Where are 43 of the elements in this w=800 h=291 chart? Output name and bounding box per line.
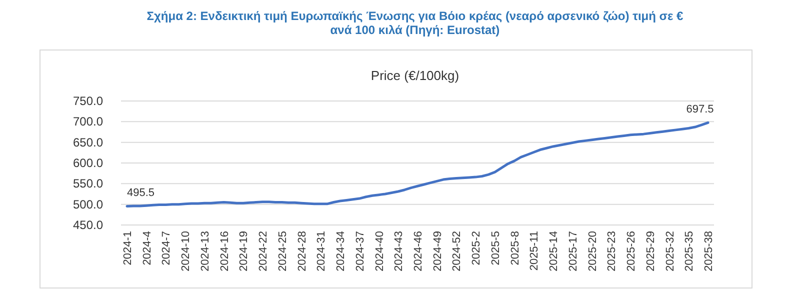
x-tick-label: 2025-32 — [664, 231, 676, 272]
x-tick-label: 2024-13 — [199, 231, 212, 272]
x-tick-label: 2024-34 — [335, 231, 348, 272]
x-tick-label: 2024-19 — [238, 231, 250, 272]
x-tick-label: 2024-49 — [432, 231, 444, 272]
x-tick-label: 2024-43 — [393, 231, 406, 272]
x-tick-label: 2024-10 — [180, 231, 192, 272]
x-tick-label: 2024-4 — [141, 231, 154, 266]
x-tick-label: 2024-7 — [160, 231, 173, 266]
x-tick-label: 2025-14 — [548, 231, 560, 272]
x-tick-label: 2025-17 — [567, 231, 580, 272]
data-label: 697.5 — [686, 104, 714, 116]
y-tick-label: 500.0 — [72, 197, 104, 212]
line-series — [126, 121, 710, 208]
x-tick-label: 2025-38 — [703, 231, 715, 272]
x-tick-label: 2025-20 — [586, 231, 599, 272]
data-label: 495.5 — [127, 187, 155, 200]
x-tick-label: 2025-5 — [490, 231, 502, 266]
y-tick-label: 650.0 — [72, 135, 104, 150]
x-tick-label: 2025-2 — [470, 231, 483, 266]
x-tick-label: 2025-26 — [626, 231, 638, 272]
chart-subtitle: Price (€/100kg) — [370, 68, 460, 83]
x-tick-label: 2024-52 — [451, 231, 464, 272]
x-tick-label: 2024-37 — [354, 231, 366, 272]
x-tick-label: 2024-46 — [412, 231, 424, 272]
x-tick-label: 2025-8 — [509, 231, 522, 266]
x-tick-label: 2024-1 — [122, 231, 134, 266]
x-tick-label: 2024-16 — [218, 231, 231, 272]
x-tick-label: 2024-22 — [258, 231, 270, 272]
y-tick-label: 450.0 — [72, 218, 104, 232]
x-tick-label: 2025-35 — [684, 231, 696, 272]
x-tick-label: 2024-25 — [276, 231, 289, 272]
x-tick-label: 2024-28 — [296, 231, 308, 272]
x-tick-label: 2025-29 — [644, 231, 657, 272]
y-tick-label: 600.0 — [72, 156, 104, 170]
y-tick-label: 750.0 — [72, 94, 104, 108]
x-tick-label: 2024-40 — [374, 231, 386, 272]
chart-title: Σχήμα 2: Ενδεικτική τιμή Ευρωπαϊκής Ένωσης για Βόιο κρέας (νεαρό αρσενικό ζώο) τιμή σε € ανά 100 κιλά (Πηγή: Eurostat) — [146, 9, 684, 37]
x-tick-label: 2025-11 — [528, 231, 541, 271]
x-tick-label: 2025-23 — [606, 231, 618, 272]
y-tick-label: 700.0 — [72, 114, 104, 129]
x-tick-label: 2024-31 — [316, 231, 328, 272]
y-tick-label: 550.0 — [72, 176, 104, 191]
